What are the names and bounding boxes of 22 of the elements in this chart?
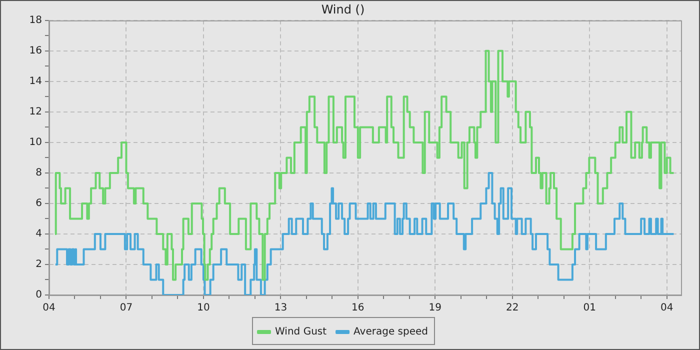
y-tick-label: 16 bbox=[29, 46, 42, 57]
legend-label: Average speed bbox=[354, 326, 428, 338]
y-tick-label: 18 bbox=[29, 14, 42, 26]
y-tick-label: 4 bbox=[36, 228, 42, 240]
chart-title: Wind () bbox=[321, 2, 365, 16]
x-tick-label: 22 bbox=[506, 302, 519, 314]
x-tick-label: 04 bbox=[660, 302, 674, 314]
y-tick-label: 14 bbox=[29, 76, 42, 88]
y-tick-label: 10 bbox=[29, 137, 42, 148]
x-tick-label: 04 bbox=[42, 302, 56, 314]
y-tick-label: 6 bbox=[36, 198, 42, 210]
y-tick-label: 12 bbox=[29, 106, 42, 118]
x-tick-label: 07 bbox=[120, 302, 133, 314]
x-tick-label: 16 bbox=[352, 302, 364, 314]
x-tick-label: 13 bbox=[274, 302, 288, 314]
x-tick-label: 01 bbox=[583, 302, 596, 314]
y-tick-label: 2 bbox=[36, 259, 42, 270]
x-tick-label: 19 bbox=[428, 302, 442, 314]
y-tick-label: 0 bbox=[36, 290, 42, 301]
x-tick-label: 10 bbox=[197, 302, 210, 314]
legend-label: Wind Gust bbox=[275, 326, 327, 338]
y-tick-label: 8 bbox=[36, 168, 42, 179]
